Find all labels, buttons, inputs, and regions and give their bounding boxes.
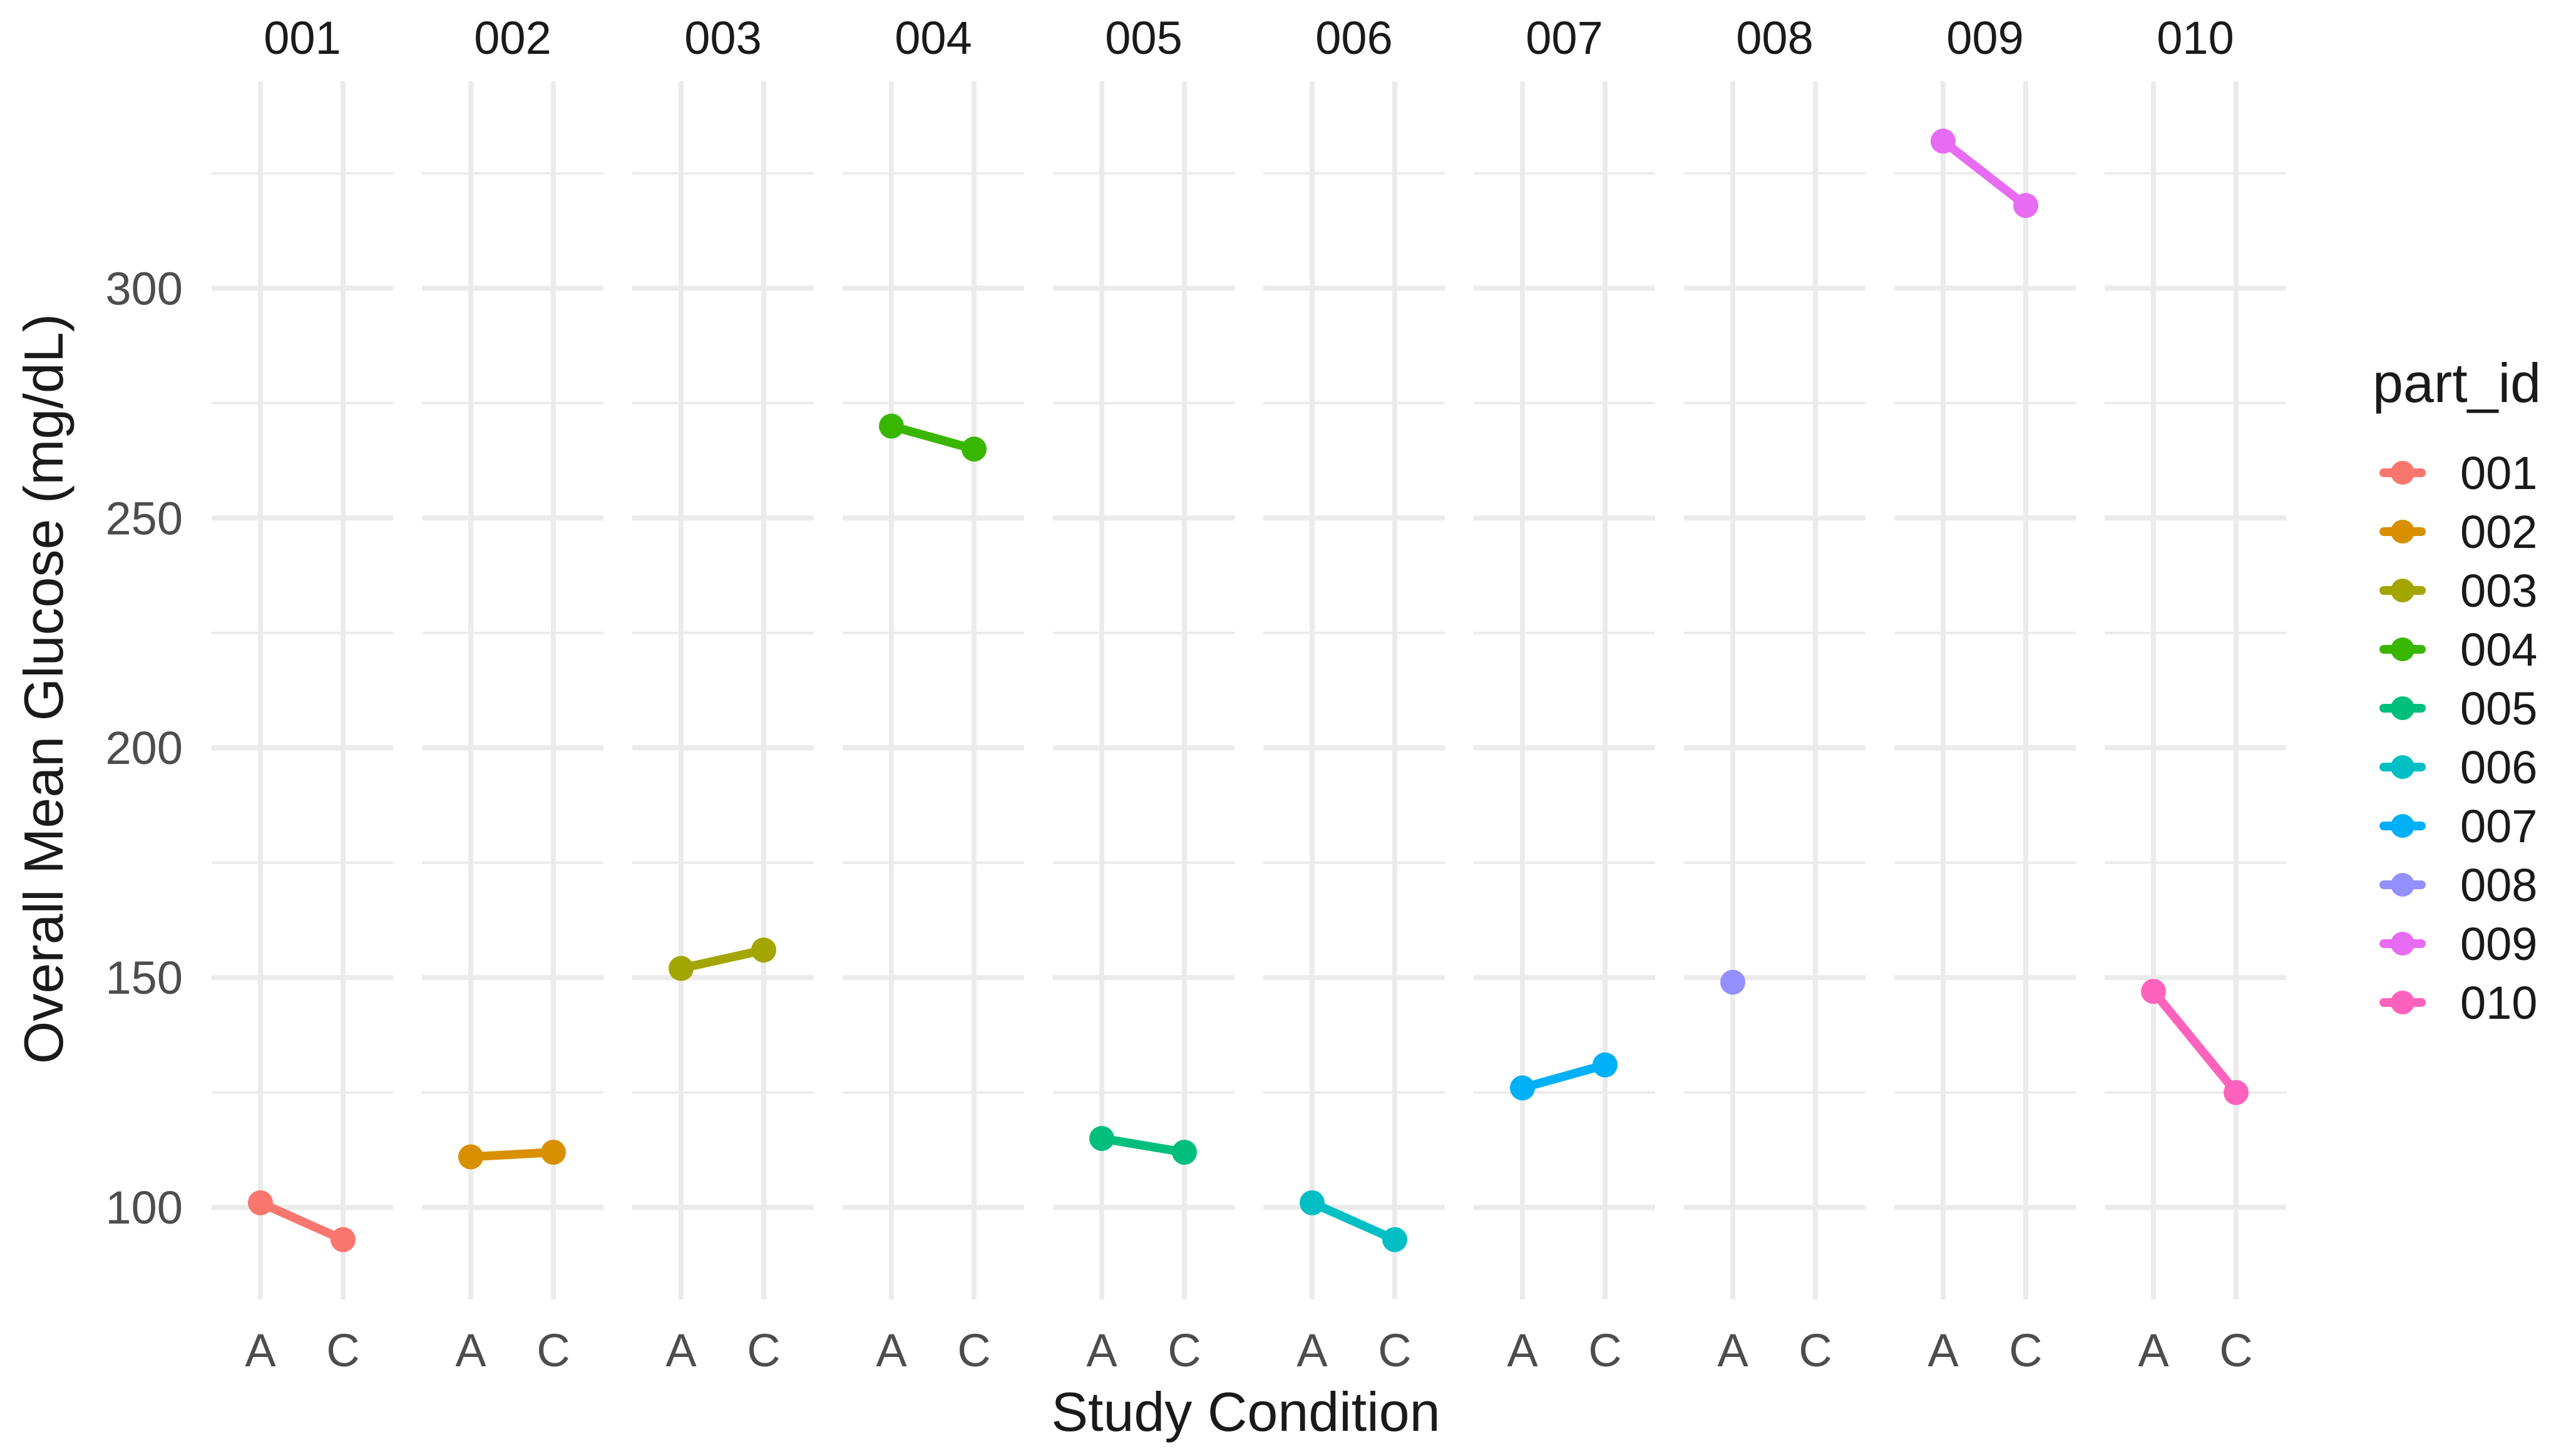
legend-label-007: 007 [2460,800,2537,852]
x-tick-label: A [245,1324,276,1376]
x-tick-label: A [1296,1324,1328,1376]
data-point-009 [2013,193,2038,219]
grid-layer [212,81,2286,1299]
x-tick-label: A [1717,1324,1748,1376]
data-layer [248,128,2249,1252]
data-point-003 [669,956,694,981]
x-tick-label: A [1507,1324,1538,1376]
data-point-010 [2141,979,2166,1004]
facet-label-009: 009 [1946,12,2023,64]
data-point-002 [541,1140,566,1165]
data-point-006 [1300,1190,1325,1215]
data-point-009 [1931,128,1956,154]
series-line-004 [887,421,978,454]
facet-label-008: 008 [1736,12,1813,64]
x-tick-label: C [1378,1324,1411,1376]
data-point-005 [1089,1126,1114,1152]
series-line-003 [677,946,768,973]
legend-key-point-009 [2391,932,2414,956]
series-line-007 [1518,1060,1609,1093]
x-tick-label: C [536,1324,570,1376]
data-point-003 [751,937,776,963]
facet-label-003: 003 [684,12,761,64]
x-tick-label: A [2138,1324,2169,1376]
legend-label-005: 005 [2460,683,2537,735]
legend-label-006: 006 [2460,741,2537,793]
legend-key-point-010 [2391,991,2414,1014]
y-tick-label: 100 [106,1182,183,1234]
legend-key-point-001 [2391,461,2414,485]
legend-label-009: 009 [2460,918,2537,970]
facet-label-004: 004 [895,12,972,64]
x-tick-label: C [1167,1324,1201,1376]
x-tick-label: C [326,1324,359,1376]
x-tick-label: C [2219,1324,2252,1376]
facet-strip-labels: 001 002 003 004 005 006 007 008 009 010 [264,12,2234,64]
facet-label-001: 001 [264,12,341,64]
data-point-007 [1510,1075,1535,1101]
legend-key-point-003 [2391,579,2414,602]
x-tick-label: A [1927,1324,1959,1376]
y-tick-label: 250 [106,492,183,544]
series-line-005 [1097,1134,1189,1157]
y-tick-label: 300 [106,262,183,314]
x-tick-label: A [876,1324,907,1376]
data-point-004 [962,436,987,462]
series-line-009 [1939,137,2030,210]
y-tick-label: 200 [106,722,183,774]
facet-label-010: 010 [2157,12,2234,64]
data-point-005 [1172,1140,1197,1165]
x-tick-label: A [1086,1324,1117,1376]
legend: part_id 001 002 003 004 005 006 007 008 009 010 [2373,352,2541,1029]
x-tick-label: A [455,1324,486,1376]
legend-key-point-002 [2391,520,2414,544]
x-tick-label: A [665,1324,697,1376]
facet-label-002: 002 [474,12,551,64]
data-point-010 [2224,1080,2249,1105]
facet-label-007: 007 [1526,12,1603,64]
y-axis-title: Overall Mean Glucose (mg/dL) [13,314,74,1064]
series-line-002 [466,1148,558,1162]
facet-label-006: 006 [1315,12,1392,64]
legend-key-point-007 [2391,814,2414,838]
data-point-004 [879,413,904,439]
series-line-001 [256,1198,347,1244]
x-tick-label: C [2009,1324,2042,1376]
series-line-010 [2149,987,2240,1097]
x-axis-title: Study Condition [1051,1381,1440,1443]
legend-label-008: 008 [2460,859,2537,911]
data-point-008 [1720,969,1745,995]
legend-title: part_id [2373,352,2541,414]
x-tick-label: C [1588,1324,1621,1376]
x-tick-label: C [957,1324,990,1376]
data-point-001 [331,1227,356,1252]
y-axis: 100 150 200 250 300 [106,262,183,1234]
x-tick-label: C [1799,1324,1832,1376]
legend-label-010: 010 [2460,977,2537,1029]
series-line-006 [1308,1198,1399,1244]
x-tick-label: C [747,1324,780,1376]
legend-label-002: 002 [2460,506,2537,558]
legend-key-point-004 [2391,637,2414,661]
data-point-002 [458,1144,483,1170]
legend-key-point-005 [2391,696,2414,720]
data-point-007 [1593,1052,1618,1078]
legend-label-003: 003 [2460,565,2537,617]
legend-key-point-006 [2391,755,2414,779]
legend-key-point-008 [2391,873,2414,897]
data-point-001 [248,1190,273,1215]
y-tick-label: 150 [106,952,183,1004]
facet-label-005: 005 [1105,12,1182,64]
legend-label-001: 001 [2460,447,2537,499]
legend-label-004: 004 [2460,624,2537,676]
data-point-006 [1382,1227,1407,1252]
